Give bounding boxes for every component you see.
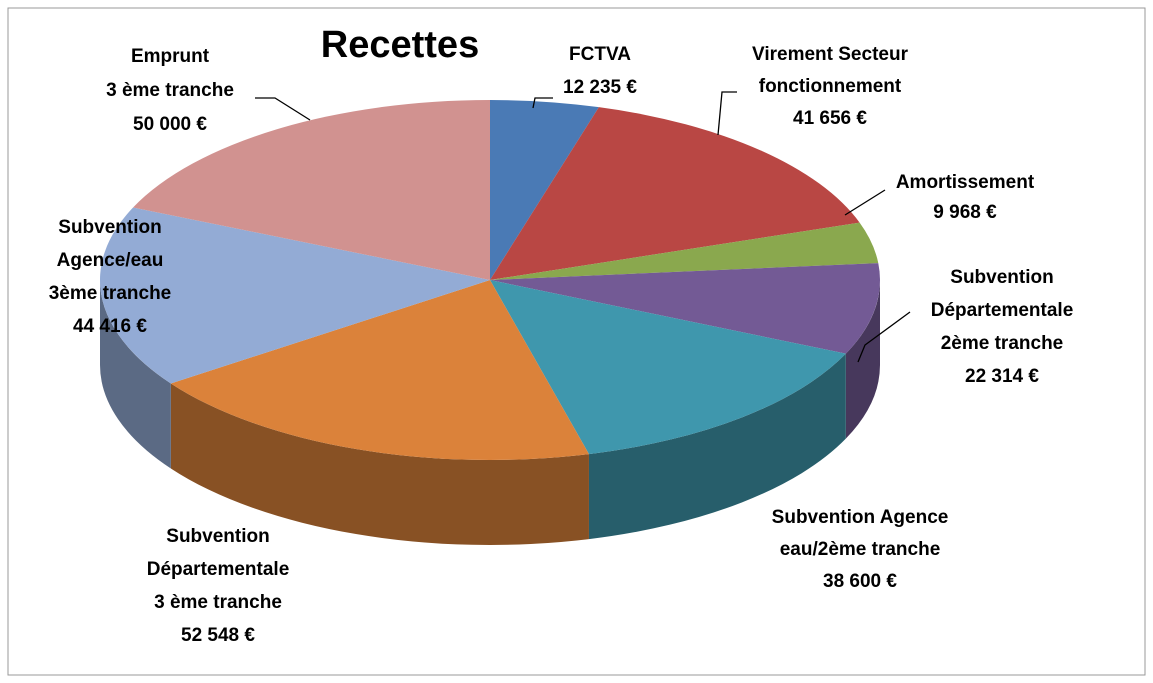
category-label: Subvention Agence [772, 507, 949, 528]
category-label: 2ème tranche [941, 333, 1064, 354]
slice-side [170, 383, 589, 545]
category-label: Subvention [950, 267, 1053, 288]
leader-line [717, 91, 737, 136]
value-label: 38 600 € [823, 571, 897, 592]
leader-line [532, 97, 553, 109]
leader-line [857, 311, 911, 363]
category-label: Agence/eau [57, 250, 164, 271]
category-label: Amortissement [896, 172, 1035, 193]
value-label: 22 314 € [965, 366, 1039, 387]
value-label: 41 656 € [793, 108, 867, 129]
category-label: fonctionnement [759, 76, 902, 97]
category-label: 3 ème tranche [154, 592, 282, 613]
slice-side [845, 280, 880, 439]
value-label: 50 000 € [133, 114, 207, 135]
slice-side [588, 353, 846, 540]
slice [490, 280, 846, 455]
slice [490, 222, 879, 280]
slice [490, 100, 599, 280]
slice [170, 280, 589, 461]
chart-title: Recettes [321, 24, 479, 66]
slice [490, 263, 881, 354]
category-label: eau/2ème tranche [780, 539, 941, 560]
slice-side [100, 280, 171, 469]
value-label: 12 235 € [563, 77, 637, 98]
value-label: 52 548 € [181, 625, 255, 646]
value-label: 44 416 € [73, 316, 147, 337]
slice [490, 107, 860, 280]
category-label: Départementale [147, 559, 290, 580]
category-label: Emprunt [131, 46, 210, 67]
category-label: 3 ème tranche [106, 80, 234, 101]
value-label: 9 968 € [933, 202, 997, 223]
slice [133, 100, 491, 280]
category-label: 3ème tranche [49, 283, 172, 304]
category-label: Subvention [58, 217, 161, 238]
category-label: Subvention [166, 526, 269, 547]
leader-line [255, 97, 311, 121]
category-label: Départementale [931, 300, 1074, 321]
slice [100, 207, 490, 384]
category-label: Virement Secteur [752, 44, 909, 65]
category-label: FCTVA [569, 44, 631, 65]
leader-line [844, 189, 886, 216]
